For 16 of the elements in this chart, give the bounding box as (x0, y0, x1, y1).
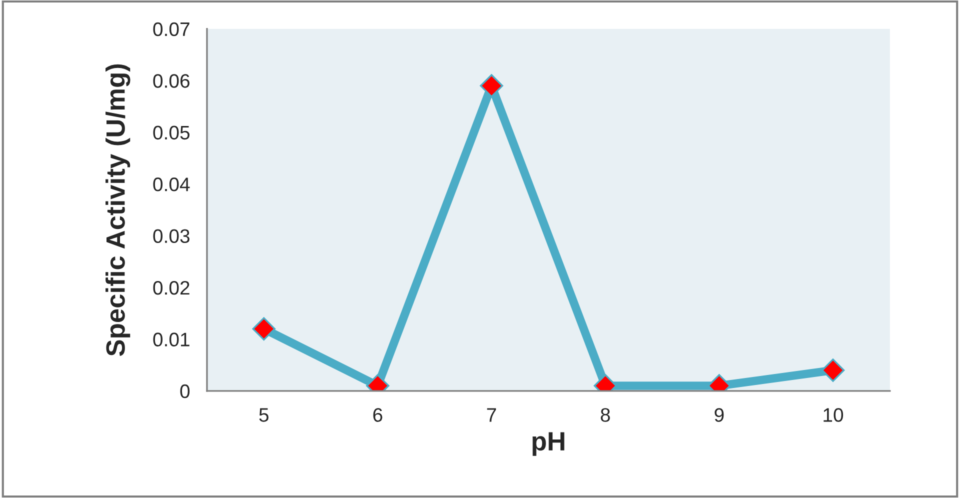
y-tick-label: 0.04 (153, 178, 190, 192)
y-tick-label: 0 (180, 384, 190, 398)
y-tick-label: 0.06 (153, 74, 190, 88)
x-tick-label: 9 (714, 408, 724, 422)
x-tick-label: 6 (373, 408, 382, 422)
y-tick-label: 0.05 (153, 126, 190, 140)
y-tick-label: 0.07 (153, 22, 190, 36)
y-tick-label: 0.01 (153, 332, 190, 346)
x-tick-label: 7 (487, 408, 496, 422)
x-tick-label: 10 (824, 408, 844, 422)
y-tick-label: 0.03 (153, 229, 190, 244)
x-axis-title: pH (532, 432, 564, 456)
y-axis-title: Specific Activity (U/mg) (106, 64, 130, 356)
x-tick-label: 5 (259, 408, 268, 422)
x-tick-label: 8 (600, 408, 610, 422)
y-tick-label: 0.02 (153, 280, 190, 295)
